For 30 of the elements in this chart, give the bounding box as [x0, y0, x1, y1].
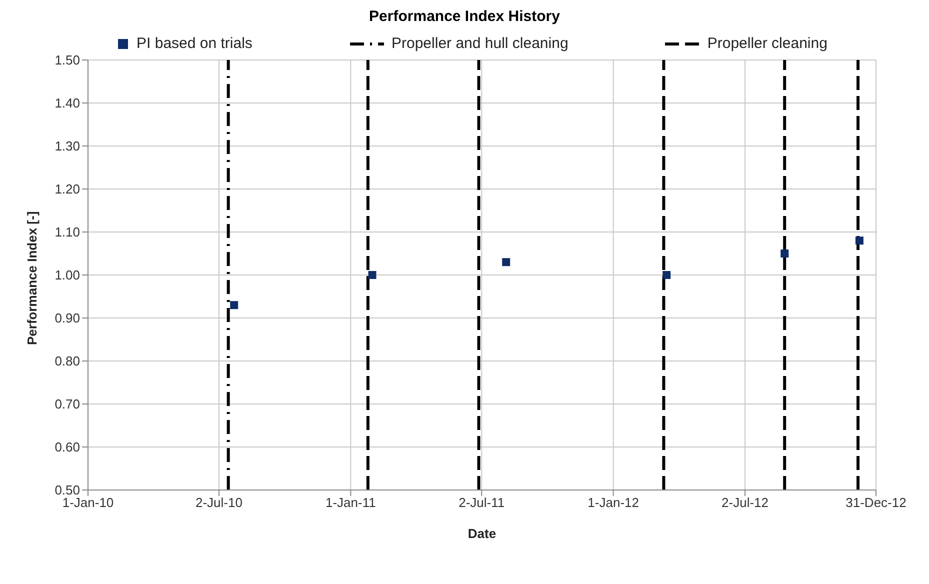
- point: [502, 258, 510, 266]
- y-tick-label: 1.00: [54, 268, 80, 283]
- point: [855, 236, 864, 245]
- x-tick-label: 1-Jan-10: [62, 495, 114, 510]
- chart-title: Performance Index History: [368, 8, 561, 25]
- x-tick-label: 31-Dec-12: [846, 495, 906, 510]
- y-tick-label: 0.60: [54, 440, 80, 455]
- point: [780, 250, 789, 258]
- x-axis-title: Date: [468, 526, 496, 541]
- x-tick-label: 1-Jan-12: [588, 495, 639, 510]
- x-tick-label: 2-Jul-11: [458, 495, 505, 510]
- y-tick-label: 1.50: [54, 52, 80, 68]
- y-tick-label: 0.50: [54, 482, 80, 498]
- y-tick-label: 1.30: [54, 138, 80, 154]
- legend-label: PI based on trials: [136, 35, 252, 52]
- y-tick-label: 0.80: [54, 354, 80, 369]
- legend-label: Propeller cleaning: [707, 35, 828, 52]
- point: [368, 271, 376, 279]
- y-tick-label: 1.20: [54, 182, 80, 197]
- y-tick-label: 0.70: [54, 396, 80, 412]
- x-tick-label: 1-Jan-11: [325, 495, 376, 510]
- y-tick-label: 1.10: [54, 224, 80, 240]
- y-axis-title: Performance Index [-]: [24, 211, 40, 345]
- x-tick-label: 2-Jul-10: [195, 495, 242, 510]
- point: [230, 301, 238, 310]
- legend-label: Propeller and hull cleaning: [392, 35, 568, 52]
- y-tick-label: 1.40: [54, 96, 80, 111]
- x-tick-label: 2-Jul-12: [722, 495, 769, 510]
- point: [662, 271, 671, 279]
- y-tick-label: 0.90: [54, 310, 80, 326]
